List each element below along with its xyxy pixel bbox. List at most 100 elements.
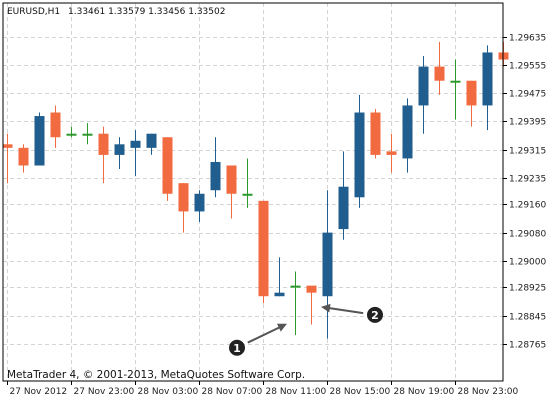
candle: [226, 165, 237, 219]
y-tick-label: 1.29160: [509, 201, 546, 211]
y-tick-label: 1.29235: [509, 175, 546, 185]
copyright-label: MetaTrader 4, © 2001-2013, MetaQuotes So…: [7, 369, 305, 381]
callout-badge: [229, 339, 245, 356]
x-tick-label: 28 Nov 07:00: [202, 387, 263, 397]
candle: [210, 137, 221, 198]
candle-body: [194, 193, 205, 212]
candle-body: [18, 147, 29, 166]
candle: [98, 126, 109, 184]
candle-body: [354, 112, 365, 198]
candle-body: [338, 186, 349, 230]
candle-body: [290, 285, 301, 288]
y-tick-label: 1.29315: [509, 147, 546, 157]
candle-body: [450, 80, 461, 83]
candle: [402, 98, 413, 173]
candles: [2, 41, 509, 339]
annotations: 12: [229, 303, 383, 356]
candle-body: [210, 161, 221, 191]
candle-body: [242, 193, 253, 196]
candle: [178, 183, 189, 233]
arrowhead: [321, 303, 331, 313]
candle: [370, 108, 381, 159]
candle: [386, 133, 397, 173]
candle: [434, 41, 445, 95]
candle-body: [130, 140, 141, 148]
candle: [274, 257, 285, 297]
candle: [194, 190, 205, 223]
ohlc-label: 1.33461 1.33579 1.33456 1.33502: [68, 7, 225, 17]
candle-body: [226, 165, 237, 194]
candle: [66, 126, 77, 138]
candle-body: [482, 52, 493, 106]
candle-body: [402, 105, 413, 159]
candle-body: [34, 116, 45, 166]
candle: [258, 200, 269, 304]
plot-frame: [2, 2, 504, 382]
candle: [2, 133, 13, 184]
candle-body: [258, 200, 269, 297]
candle-body: [466, 80, 477, 106]
candle-body: [322, 232, 333, 297]
callout-number: 1: [233, 342, 241, 355]
candle: [418, 55, 429, 134]
x-tick-label: 28 Nov 19:00: [394, 387, 455, 397]
candle-body: [274, 292, 285, 297]
candle: [338, 151, 349, 240]
symbol-label: EURUSD,H1: [7, 7, 60, 17]
time-axis: 27 Nov 2012 27 Nov 23:00 28 Nov 03:00 28 No…: [7, 381, 519, 397]
y-tick-label: 1.29395: [509, 118, 546, 128]
y-tick-label: 1.28765: [509, 341, 546, 351]
candle: [146, 133, 157, 155]
arrowhead: [277, 323, 287, 332]
callout-2: 2: [321, 303, 383, 323]
x-tick-label: 28 Nov 15:00: [330, 387, 391, 397]
candle: [322, 190, 333, 339]
callout-badge: [367, 306, 383, 323]
candle: [466, 80, 477, 127]
candle: [450, 59, 461, 120]
candle: [50, 105, 61, 148]
candle: [482, 45, 493, 131]
y-tick-label: 1.29555: [509, 62, 546, 72]
candle: [130, 130, 141, 177]
candle: [162, 137, 173, 201]
candle: [82, 123, 93, 145]
candle: [114, 137, 125, 170]
candle-body: [178, 183, 189, 212]
candle-body: [370, 112, 381, 155]
y-tick-label: 1.29635: [509, 34, 546, 44]
candle-body: [418, 66, 429, 106]
price-axis: 1.29635 1.29555 1.29475 1.29395 1.29315 1.292…: [503, 34, 546, 351]
candle: [242, 158, 253, 208]
callout-1: 1: [229, 323, 287, 356]
callout-line: [247, 325, 283, 344]
candle-body: [114, 144, 125, 155]
candle: [18, 144, 29, 173]
candle: [290, 271, 301, 336]
y-tick-label: 1.29000: [509, 258, 546, 268]
candle-body: [146, 133, 157, 148]
candle: [306, 285, 317, 325]
y-tick-label: 1.28925: [509, 284, 546, 294]
callout-number: 2: [371, 309, 379, 322]
candle-body: [386, 151, 397, 155]
candle-body: [98, 133, 109, 155]
candle-body: [434, 66, 445, 81]
x-tick-label: 27 Nov 23:00: [74, 387, 135, 397]
callout-line: [326, 306, 364, 315]
x-tick-label: 28 Nov 11:00: [266, 387, 327, 397]
candle: [34, 112, 45, 166]
y-tick-label: 1.28845: [509, 313, 546, 323]
y-tick-label: 1.29475: [509, 90, 546, 100]
candle-body: [82, 133, 93, 136]
x-tick-label: 27 Nov 2012: [10, 387, 68, 397]
candle-body: [2, 144, 13, 148]
y-tick-label: 1.29080: [509, 230, 546, 240]
x-tick-label: 28 Nov 23:00: [458, 387, 519, 397]
candle-body: [50, 112, 61, 138]
candle-body: [162, 137, 173, 194]
candle-body: [306, 285, 317, 293]
